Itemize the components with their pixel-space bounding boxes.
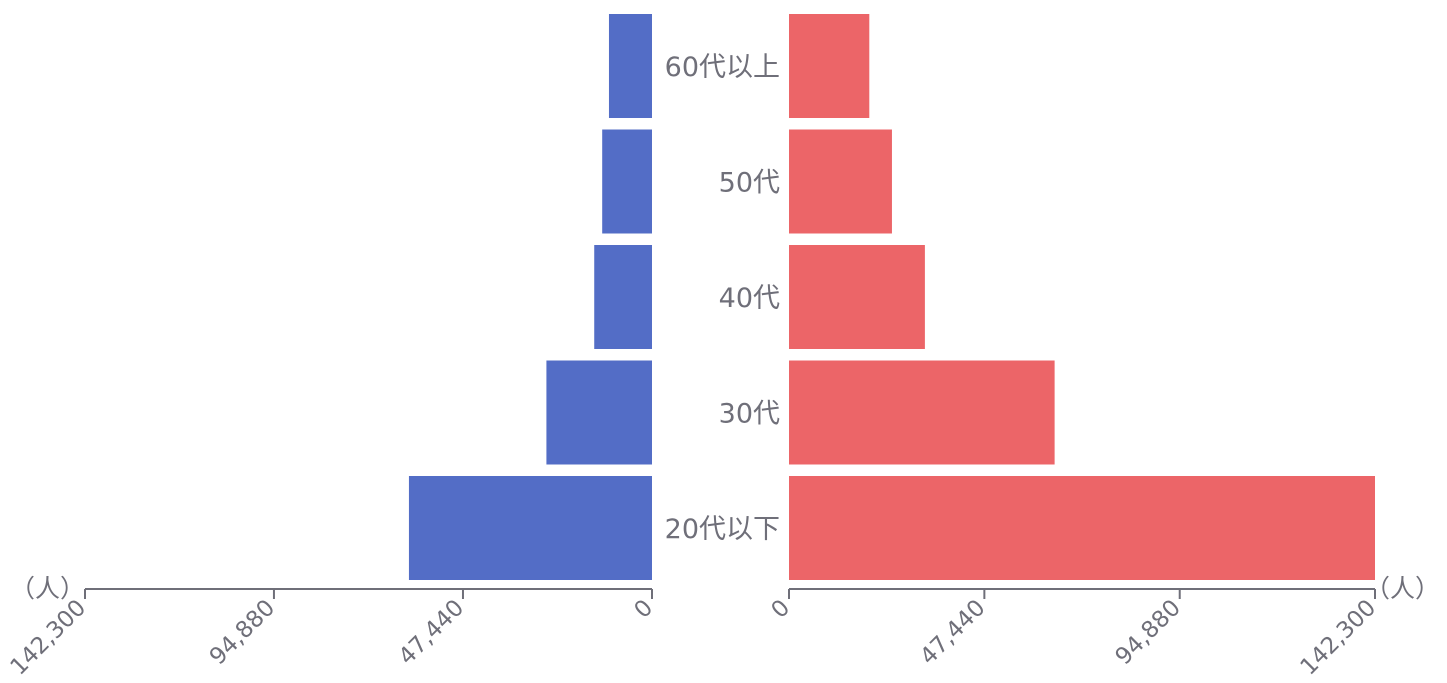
left-tick-label: 0 (630, 595, 659, 624)
right-bar-2 (789, 245, 925, 349)
right-bar-4 (789, 476, 1375, 580)
left-bar-0 (608, 14, 652, 118)
right-unit-label: （人） (1365, 574, 1440, 603)
category-labels: 60代以上 50代 40代 30代 20代以下 (665, 52, 780, 545)
left-tick-label: 94,880 (205, 595, 280, 670)
category-label: 40代 (719, 283, 780, 314)
right-tick-label: 142,300 (1296, 595, 1382, 681)
unit-labels: （人） （人） (10, 574, 1440, 603)
right-tick-label: 47,440 (915, 595, 990, 670)
left-unit-label: （人） (10, 574, 85, 603)
category-label: 60代以上 (665, 52, 780, 83)
category-label: 30代 (719, 399, 780, 430)
left-series-bars (408, 14, 652, 580)
right-tick-label: 0 (767, 595, 796, 624)
left-tick-label: 142,300 (6, 595, 92, 681)
right-bar-1 (789, 129, 892, 234)
category-label: 50代 (719, 168, 780, 199)
left-bar-4 (408, 476, 652, 580)
right-bar-0 (789, 14, 870, 118)
left-bar-1 (602, 129, 652, 234)
right-bar-3 (789, 360, 1055, 465)
left-bar-3 (546, 360, 652, 465)
right-series-bars (789, 14, 1375, 580)
category-label: 20代以下 (665, 514, 780, 545)
left-x-axis: 0 47,440 94,880 142,300 (6, 588, 659, 681)
left-bar-2 (594, 245, 652, 349)
right-x-axis: 0 47,440 94,880 142,300 (767, 588, 1382, 681)
right-tick-label: 94,880 (1111, 595, 1186, 670)
left-tick-label: 47,440 (394, 595, 469, 670)
